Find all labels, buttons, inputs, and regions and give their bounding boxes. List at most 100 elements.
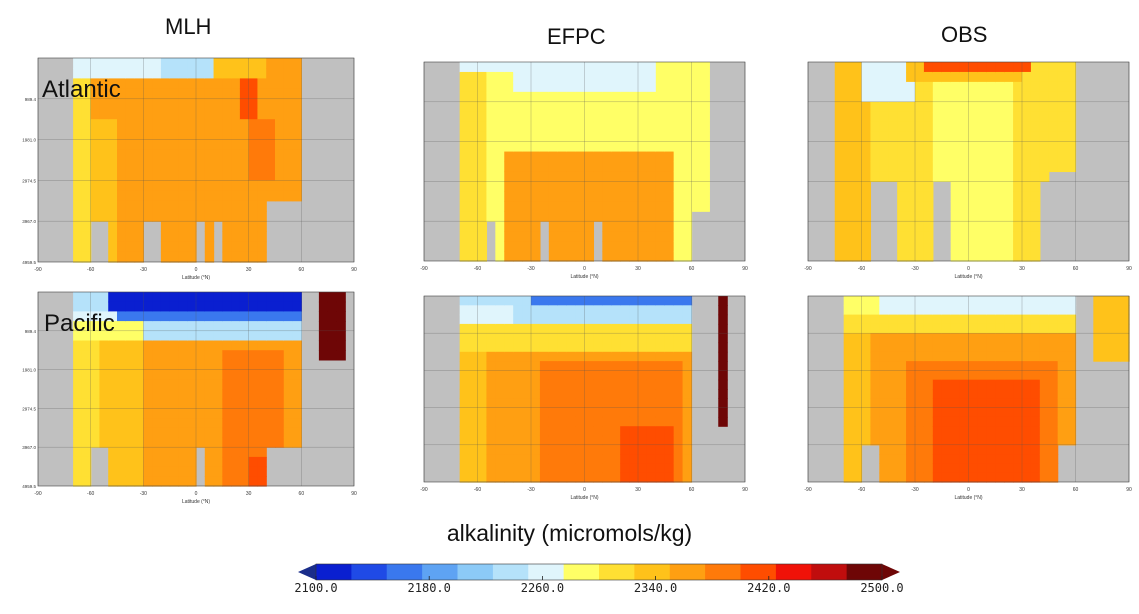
heatmap-cell (531, 191, 541, 202)
heatmap-cell (459, 342, 470, 353)
heatmap-cell (897, 131, 907, 143)
heatmap-cell (178, 311, 188, 322)
heatmap-cell (861, 211, 872, 222)
heatmap-cell (602, 454, 612, 464)
heatmap-cell (1013, 171, 1023, 182)
heatmap-cell (995, 62, 1005, 73)
heatmap-cell (620, 211, 630, 222)
heatmap-cell (99, 88, 109, 100)
heatmap-cell (629, 231, 639, 242)
heatmap-cell (915, 181, 925, 192)
heatmap-cell (915, 111, 925, 123)
heatmap-cell (968, 231, 979, 242)
heatmap-cell (1030, 221, 1041, 232)
heatmap-cell (888, 398, 898, 409)
heatmap-cell (602, 121, 612, 133)
heatmap-cell (915, 71, 925, 83)
heatmap-cell (888, 361, 898, 371)
heatmap-cell (995, 221, 1005, 232)
heatmap-cell (196, 149, 206, 161)
heatmap-cell (557, 379, 568, 390)
heatmap-cell (531, 444, 541, 455)
heatmap-cell (196, 211, 206, 222)
heatmap-cell (673, 131, 684, 143)
heatmap-cell (178, 231, 188, 243)
heatmap-cell (906, 111, 916, 123)
heatmap-cell (906, 463, 916, 474)
heatmap-cell (584, 351, 595, 362)
heatmap-cell (1004, 101, 1014, 113)
heatmap-cell (477, 101, 488, 113)
heatmap-cell (932, 314, 943, 325)
heatmap-cell (539, 296, 550, 306)
heatmap-cell (513, 241, 523, 252)
heatmap-cell (557, 241, 568, 252)
heatmap-cell (522, 361, 532, 371)
colorbar-frame (315, 563, 883, 581)
heatmap-cell (655, 81, 666, 93)
heatmap-cell (646, 221, 657, 232)
heatmap-cell (81, 418, 92, 429)
heatmap-cell (1030, 407, 1041, 418)
y-tick-label: 2974.5 (22, 178, 36, 183)
heatmap-cell (231, 437, 241, 448)
heatmap-cell (125, 68, 136, 79)
heatmap-cell (169, 68, 180, 79)
heatmap-cell (231, 301, 241, 312)
colorbar-tick-label: 2500.0 (860, 581, 903, 595)
heatmap-cell (239, 251, 250, 263)
heatmap-cell (125, 408, 136, 419)
heatmap-cell (620, 454, 630, 464)
heatmap-cell (283, 311, 294, 322)
heatmap-cell (852, 333, 863, 344)
heatmap-cell (557, 435, 568, 446)
x-tick-label: -30 (911, 266, 918, 272)
heatmap-cell (266, 190, 276, 202)
heatmap-cell (879, 71, 889, 83)
heatmap-cell (513, 211, 523, 222)
heatmap-cell (620, 361, 630, 371)
heatmap-cell (477, 161, 488, 173)
heatmap-cell (99, 58, 109, 69)
heatmap-cell (906, 435, 916, 446)
heatmap-cell (1066, 131, 1077, 143)
heatmap-cell (1030, 454, 1041, 464)
heatmap-cell (646, 314, 657, 325)
heatmap-cell (834, 71, 845, 83)
heatmap-cell (468, 454, 479, 464)
heatmap-cell (522, 342, 532, 353)
heatmap-cell (566, 361, 577, 371)
heatmap-cell (673, 191, 684, 202)
heatmap-cell (861, 314, 872, 325)
heatmap-cell (204, 359, 215, 371)
heatmap-cell (1039, 333, 1050, 344)
heatmap-cell (539, 111, 550, 123)
heatmap-cell (1030, 111, 1041, 123)
heatmap-cell (513, 407, 523, 418)
heatmap-cell (90, 119, 101, 130)
x-tick-label: 30 (635, 487, 641, 493)
heatmap-cell (1057, 342, 1068, 353)
heatmap-cell (459, 141, 470, 153)
heatmap-cell (468, 305, 479, 316)
heatmap-cell (486, 121, 496, 133)
heatmap-cell (1057, 435, 1068, 446)
heatmap-cell (99, 170, 109, 181)
heatmap-cell (266, 369, 276, 380)
heatmap-cell (152, 427, 162, 439)
heatmap-cell (81, 369, 92, 380)
x-tick-label: 60 (689, 266, 695, 272)
heatmap-cell (504, 296, 514, 306)
heatmap-cell (196, 330, 206, 342)
heatmap-cell (1039, 351, 1050, 362)
heatmap-cell (504, 201, 514, 212)
heatmap-cell (257, 408, 267, 419)
heatmap-cell (959, 221, 970, 232)
heatmap-cell (1004, 361, 1014, 371)
heatmap-cell (1057, 361, 1068, 371)
heatmap-cell (834, 251, 845, 262)
heatmap-cell (995, 191, 1005, 202)
heatmap-cell (1004, 342, 1014, 353)
heatmap-cell (539, 416, 550, 427)
heatmap-cell (673, 398, 684, 409)
